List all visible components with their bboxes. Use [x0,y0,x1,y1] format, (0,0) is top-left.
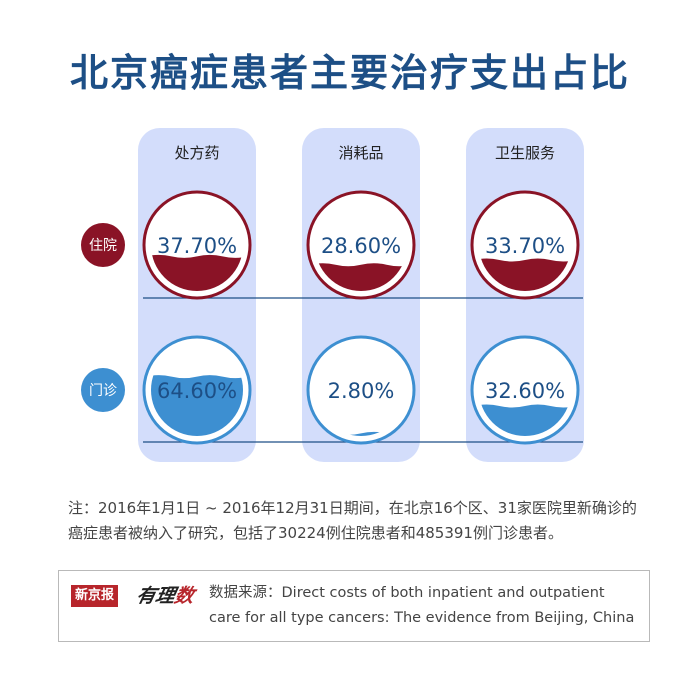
value-label: 2.80% [328,379,395,403]
row-label: 门诊 [89,383,117,399]
publisher-logo: 新京报 有理数 [71,583,199,609]
bubble-fill [151,375,243,436]
logo-column-name: 有理数 [134,581,197,608]
study-note-line2: 癌症患者被纳入了研究，包括了30224例住院患者和485391例门诊患者。 [68,524,563,542]
logo-paper-name: 新京报 [71,585,119,607]
value-label: 33.70% [485,234,565,258]
logo-script-b: 数 [172,585,197,607]
value-label: 64.60% [157,379,237,403]
source-citation: 数据来源：Direct costs of both inpatient and … [209,581,639,631]
source-citation-line2: care for all type cancers: The evidence … [209,610,635,626]
column-header: 处方药 [174,144,219,162]
value-label: 32.60% [485,379,565,403]
page-title: 北京癌症患者主要治疗支出占比 [69,51,630,95]
column-header: 消耗品 [338,144,383,162]
study-note: 注：2016年1月1日 ~ 2016年12月31日期间，在北京16个区、31家医… [68,496,668,546]
logo-script-a: 有理 [134,585,178,607]
bubble-inner [315,344,407,436]
column-header: 卫生服务 [495,144,555,162]
source-citation-line1: 数据来源：Direct costs of both inpatient and … [209,585,605,601]
row-label-badge [81,368,125,412]
value-label: 37.70% [157,234,237,258]
value-label: 28.60% [321,234,401,258]
source-box: 新京报 有理数 数据来源：Direct costs of both inpati… [58,570,650,642]
study-note-line1: 注：2016年1月1日 ~ 2016年12月31日期间，在北京16个区、31家医… [68,499,637,517]
row-label-badge [81,223,125,267]
row-label: 住院 [89,238,117,254]
